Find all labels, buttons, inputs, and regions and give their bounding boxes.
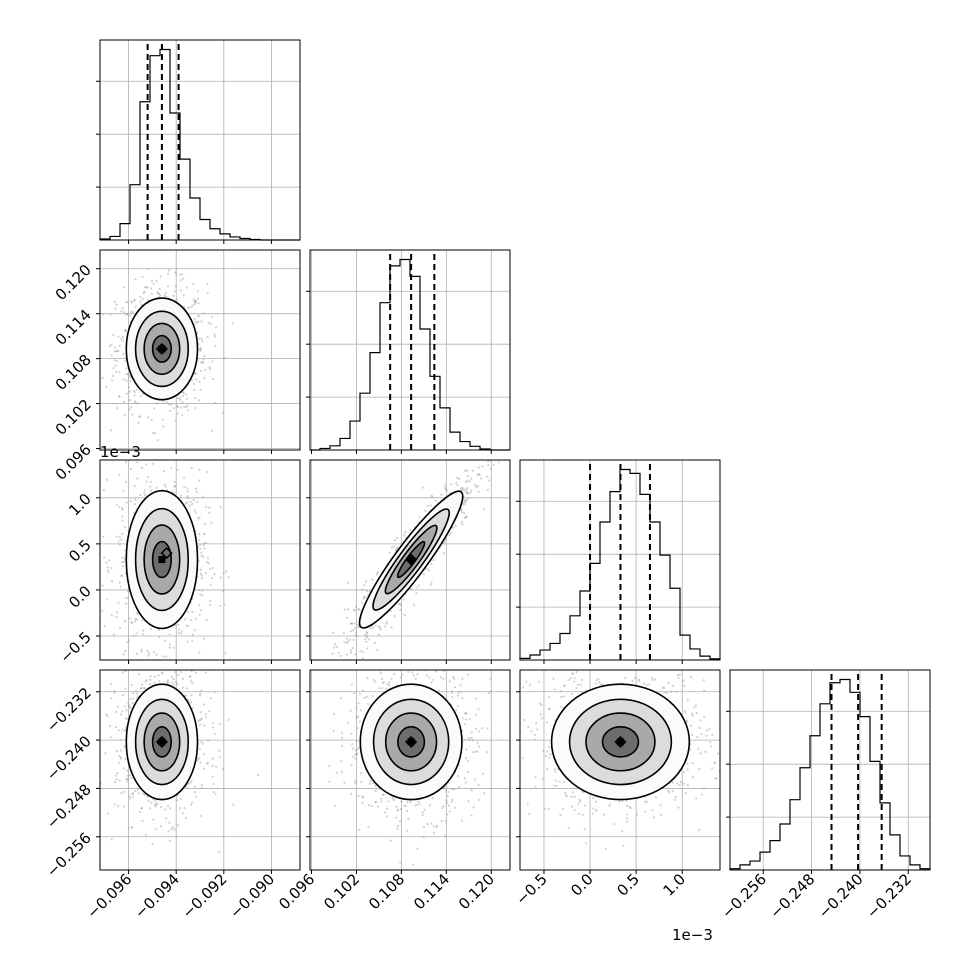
contour-2-1-2 <box>384 524 438 595</box>
x-tick-label-2-0: −0.5 <box>512 870 550 908</box>
y-tick-label-3-2: −0.240 <box>43 732 95 784</box>
density-contours-3-0 <box>125 683 199 801</box>
x-tick-label-1-3: 0.114 <box>410 870 453 913</box>
mode-cell-3-2 <box>616 738 624 746</box>
x-tick-label-1-0: 0.096 <box>275 870 318 913</box>
scatter-panel-2-1 <box>309 459 511 661</box>
y-tick-label-3-0: −0.256 <box>43 829 95 881</box>
histogram-step-2 <box>519 468 721 660</box>
scatter-panel-1-0 <box>99 249 301 451</box>
histogram-panel-0 <box>96 39 301 241</box>
y-tick-label-2-3: 1.0 <box>65 490 95 520</box>
y-tick-label-2-2: 0.5 <box>65 536 95 566</box>
x-tick-label-0-2: −0.092 <box>179 870 231 922</box>
contour-3-1-1 <box>372 698 450 786</box>
x-tick-label-0-1: −0.094 <box>131 870 183 922</box>
y-tick-label-1-1: 0.102 <box>52 396 95 439</box>
contour-3-2-3 <box>601 726 640 758</box>
scatter-panel-3-1 <box>309 669 511 871</box>
density-contours-3-2 <box>550 683 691 801</box>
y-tick-label-3-1: −0.248 <box>43 781 95 833</box>
contour-3-1-3 <box>397 726 426 758</box>
y-tick-label-1-4: 0.120 <box>52 261 95 304</box>
x-tick-label-0-3: −0.090 <box>226 870 278 922</box>
histogram-panel-2 <box>516 459 721 661</box>
contour-2-1-1 <box>372 508 451 611</box>
histogram-panel-1 <box>306 249 511 451</box>
density-contours-3-1 <box>359 683 463 801</box>
scatter-panel-2-0 <box>99 459 301 661</box>
histogram-step-3 <box>729 678 931 870</box>
density-contours-1-0 <box>125 297 199 401</box>
y-tick-label-2-0: −0.5 <box>56 628 94 666</box>
contour-3-1-2 <box>384 712 438 772</box>
contour-2-1-0 <box>358 490 464 629</box>
contour-3-2-2 <box>585 712 656 772</box>
x-tick-label-0-0: −0.096 <box>83 870 135 922</box>
x-tick-label-3-1: −0.248 <box>766 870 818 922</box>
sample-point-3-1 <box>405 735 418 748</box>
scatter-panel-3-2 <box>519 669 721 871</box>
sample-point-3-0 <box>155 735 168 748</box>
contour-1-0-1 <box>134 310 190 388</box>
sample-point-3-2 <box>614 735 627 748</box>
histogram-step-1 <box>310 258 510 451</box>
contour-1-0-2 <box>143 322 181 376</box>
x-tick-label-1-1: 0.102 <box>320 870 363 913</box>
density-contours-2-0 <box>125 489 199 630</box>
contour-2-0-2 <box>143 524 181 595</box>
sample-point-2-1 <box>405 553 418 566</box>
y-tick-label-2-1: 0.0 <box>65 582 95 612</box>
scatter-panel-3-0 <box>99 669 301 871</box>
histogram-panel-3 <box>726 669 931 871</box>
panels-layer <box>96 39 931 871</box>
x-tick-label-3-2: −0.240 <box>815 870 867 922</box>
x-tick-label-2-2: 0.5 <box>613 870 643 900</box>
sample-point-2-0 <box>160 547 173 560</box>
x-tick-label-2-1: 0.0 <box>567 870 597 900</box>
contour-2-0-0 <box>125 489 199 630</box>
x-tick-label-2-3: 1.0 <box>659 870 689 900</box>
contour-3-1-0 <box>359 683 463 801</box>
density-contours-2-1 <box>358 490 464 629</box>
y-tick-label-3-3: −0.232 <box>43 684 95 736</box>
contour-3-2-0 <box>550 683 691 801</box>
contour-3-2-1 <box>568 698 673 786</box>
x-tick-label-1-4: 0.120 <box>455 870 498 913</box>
contour-3-0-3 <box>151 726 172 758</box>
y-tick-label-1-3: 0.114 <box>52 306 95 349</box>
mode-cell-3-0 <box>158 738 166 746</box>
sample-point-1-0 <box>155 342 168 355</box>
x-tick-label-3-0: −0.256 <box>718 870 770 922</box>
contour-2-0-3 <box>151 540 172 579</box>
contour-3-0-2 <box>143 712 181 772</box>
x-tick-label-1-2: 0.108 <box>365 870 408 913</box>
mode-cell-2-0 <box>158 556 166 564</box>
mode-cell-1-0 <box>158 345 166 353</box>
y-tick-label-1-0: 0.096 <box>52 441 95 484</box>
contour-1-0-0 <box>125 297 199 401</box>
y-tick-label-1-2: 0.108 <box>52 351 95 394</box>
mode-cell-3-1 <box>407 738 415 746</box>
x-tick-label-3-3: −0.232 <box>863 870 915 922</box>
x-scale-label-2: 1e−3 <box>672 926 713 944</box>
histogram-step-0 <box>99 48 300 241</box>
contour-3-0-0 <box>125 683 199 801</box>
contour-3-0-1 <box>134 698 190 786</box>
contour-2-0-1 <box>134 507 190 612</box>
contour-1-0-3 <box>151 334 172 363</box>
y-scale-label-2: 1e−3 <box>100 443 141 461</box>
